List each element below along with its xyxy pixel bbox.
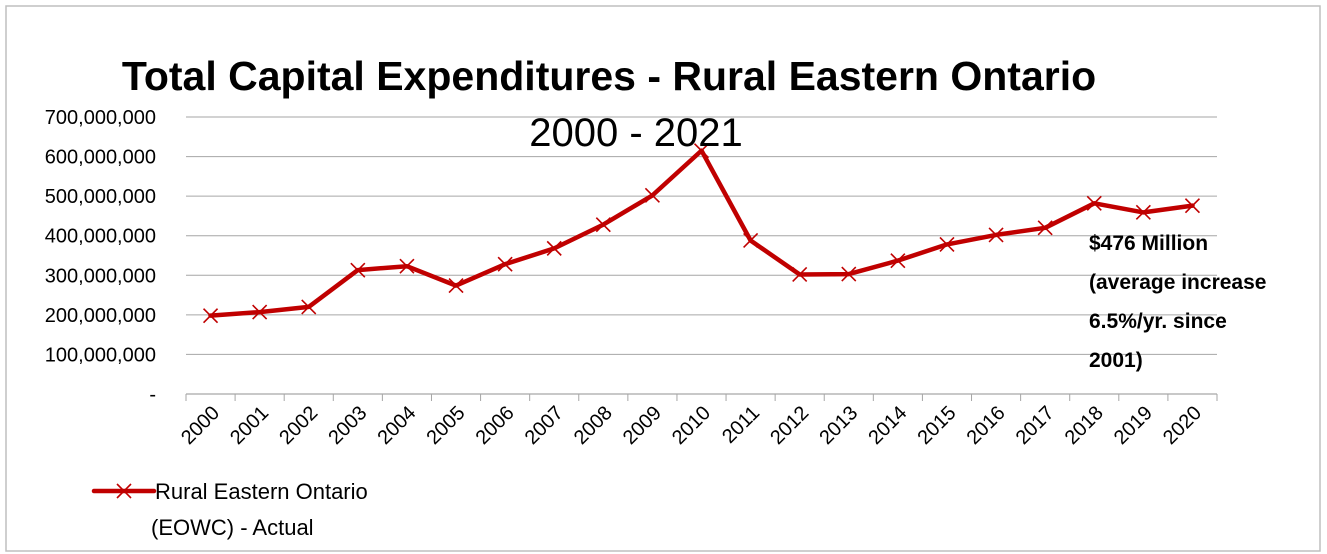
marker-stroke <box>399 258 415 274</box>
data-point <box>1135 204 1151 220</box>
data-point <box>546 240 562 256</box>
legend-label: Rural Eastern Ontario <box>155 479 368 504</box>
chart-subtitle: 2000 - 2021 <box>529 111 743 155</box>
data-point <box>301 299 317 315</box>
marker-stroke <box>448 278 464 294</box>
chart-title: Total Capital Expenditures - Rural Easte… <box>122 53 1096 99</box>
marker-stroke <box>497 256 513 272</box>
data-point <box>497 256 513 272</box>
marker-stroke <box>890 253 906 269</box>
marker-stroke <box>595 217 611 233</box>
data-point <box>693 143 710 159</box>
data-point <box>252 304 268 320</box>
data-point <box>792 266 808 283</box>
grid-layer <box>186 116 1217 355</box>
marker-stroke <box>1184 198 1201 214</box>
data-point <box>988 227 1004 243</box>
marker-stroke <box>1135 204 1151 220</box>
line-layer <box>202 143 1201 324</box>
marker-stroke <box>644 187 660 203</box>
data-point <box>890 253 906 269</box>
marker-stroke <box>301 299 317 315</box>
y-tick-label: 200,000,000 <box>45 305 156 327</box>
data-point <box>1037 220 1053 236</box>
y-tick-label: - <box>149 384 156 406</box>
annotation-line: 2001) <box>1089 349 1143 372</box>
data-point <box>644 187 660 203</box>
annotation-layer: $476 Million (average increase 6.5%/yr. si… <box>1089 232 1266 372</box>
marker-stroke <box>202 308 219 324</box>
marker-stroke <box>1037 220 1053 236</box>
y-tick-label: 100,000,000 <box>45 344 156 366</box>
y-tick-label: 400,000,000 <box>45 226 156 248</box>
marker-stroke <box>693 143 710 159</box>
data-point <box>743 232 759 249</box>
marker-stroke <box>252 304 268 320</box>
data-point <box>448 278 464 294</box>
y-tick-label: 600,000,000 <box>45 147 156 169</box>
marker-stroke <box>792 266 808 283</box>
data-point <box>595 217 611 233</box>
legend-layer: Rural Eastern Ontario (EOWC) - Actual <box>91 479 368 540</box>
marker-stroke <box>546 240 562 256</box>
data-point <box>350 262 366 278</box>
legend-label: (EOWC) - Actual <box>151 515 314 540</box>
marker-stroke <box>350 262 366 278</box>
data-point <box>1184 198 1201 214</box>
y-tick-label: 300,000,000 <box>45 265 156 287</box>
annotation-line: $476 Million <box>1089 232 1208 255</box>
annotation-line: 6.5%/yr. since <box>1089 310 1227 333</box>
y-tick-label: 700,000,000 <box>45 107 156 129</box>
data-point <box>841 266 857 282</box>
marker-stroke <box>1086 195 1102 211</box>
marker-stroke <box>988 227 1004 243</box>
chart-border <box>5 5 1321 552</box>
marker-stroke <box>743 232 759 249</box>
y-tick-label: 500,000,000 <box>45 186 156 208</box>
data-point <box>202 308 219 324</box>
legend-marker <box>116 483 132 499</box>
marker-stroke <box>841 266 857 282</box>
annotation-line: (average increase <box>1089 271 1266 294</box>
data-point <box>399 258 415 274</box>
data-point <box>939 236 955 252</box>
marker-stroke <box>939 236 955 252</box>
data-point <box>1086 195 1102 211</box>
